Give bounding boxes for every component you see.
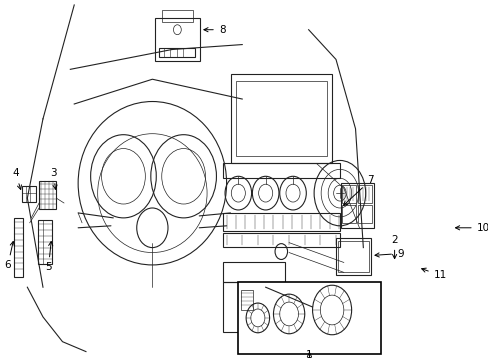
Bar	[388, 273, 400, 327]
Bar	[38, 220, 51, 265]
Bar	[222, 163, 339, 178]
Bar	[340, 183, 373, 228]
Text: 6: 6	[4, 242, 14, 270]
Bar	[338, 241, 368, 273]
Text: 11: 11	[421, 268, 446, 280]
Bar	[357, 185, 371, 203]
Bar	[238, 282, 381, 354]
Bar	[406, 253, 417, 307]
Bar	[236, 81, 326, 157]
Bar	[230, 74, 331, 163]
Bar	[222, 233, 339, 247]
Bar	[222, 282, 285, 332]
Bar	[238, 282, 269, 312]
Bar	[222, 262, 285, 282]
Text: 9: 9	[374, 248, 403, 258]
Bar	[162, 10, 193, 22]
Bar	[335, 238, 370, 275]
Bar	[415, 220, 433, 241]
Bar	[222, 213, 339, 231]
Bar	[159, 48, 195, 58]
Text: 3: 3	[50, 168, 57, 189]
Bar	[437, 216, 451, 244]
Text: 5: 5	[45, 242, 53, 273]
Bar	[342, 205, 356, 223]
Bar	[342, 185, 356, 203]
Text: 10: 10	[455, 223, 488, 233]
Text: 7: 7	[343, 175, 373, 205]
Text: 2: 2	[390, 235, 397, 258]
Text: 4: 4	[12, 168, 21, 189]
Text: 8: 8	[203, 25, 225, 35]
Bar	[154, 18, 200, 62]
Bar	[39, 181, 56, 209]
Bar	[357, 205, 371, 223]
Bar	[240, 290, 253, 310]
Bar	[22, 186, 36, 202]
Text: 1: 1	[305, 350, 312, 360]
Bar	[14, 218, 23, 277]
Bar	[413, 218, 435, 243]
